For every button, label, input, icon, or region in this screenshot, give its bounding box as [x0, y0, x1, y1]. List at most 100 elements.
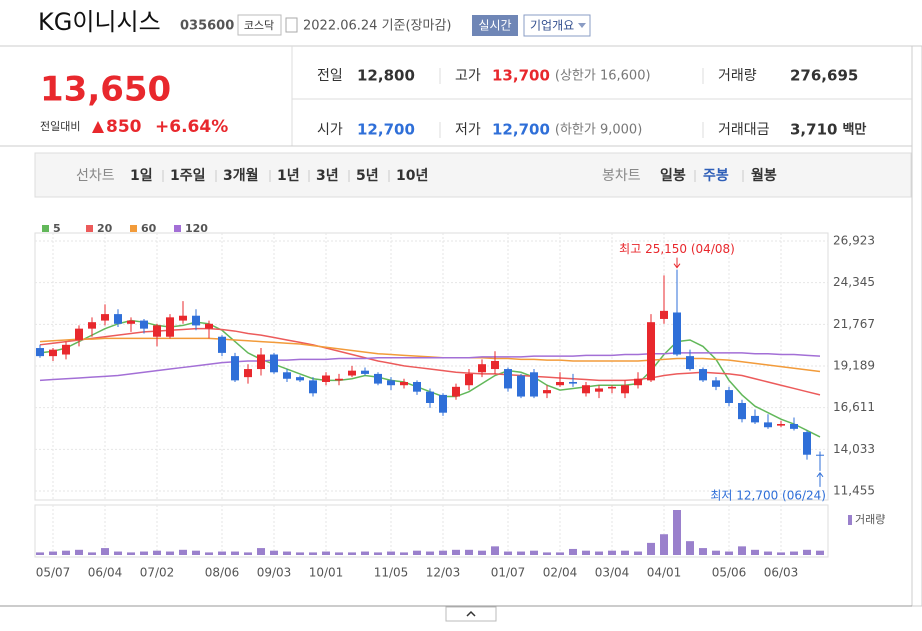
stock-name: KG이니시스	[38, 8, 161, 36]
quote-note: (하한가 9,000)	[555, 123, 642, 138]
volume-bar	[699, 548, 707, 555]
legend-swatch	[86, 225, 93, 232]
candle-body	[816, 454, 824, 456]
volume-bar	[49, 551, 57, 555]
legend-label: 120	[185, 222, 208, 235]
candle-body	[75, 328, 83, 340]
range-tab[interactable]: 1년	[277, 168, 300, 184]
volume-bar	[751, 549, 759, 555]
volume-bar	[62, 550, 70, 555]
range-tab[interactable]: 1일	[130, 168, 153, 184]
realtime-label[interactable]: 실시간	[478, 19, 511, 33]
collapse-button[interactable]	[445, 606, 497, 622]
candle-chart-label: 봉차트	[602, 168, 641, 184]
range-tab[interactable]: 1주일	[170, 168, 206, 184]
x-tick-label: 04/01	[647, 566, 682, 580]
volume-bar	[543, 552, 551, 555]
volume-bar	[621, 550, 629, 555]
x-tick-label: 02/04	[543, 566, 578, 580]
candle-body	[491, 360, 499, 370]
x-tick-label: 10/01	[309, 566, 344, 580]
candle-body	[101, 314, 109, 321]
candle-body	[361, 370, 369, 374]
volume-bar	[101, 548, 109, 555]
candle-body	[621, 385, 629, 394]
volume-bar	[816, 550, 824, 555]
overview-label[interactable]: 기업개요	[530, 19, 574, 33]
candle-body	[192, 315, 200, 326]
period-tab[interactable]: 일봉	[660, 168, 686, 184]
collapse-icon[interactable]	[466, 610, 476, 617]
volume-bar	[582, 550, 590, 555]
y-tick-label: 24,345	[833, 275, 875, 289]
candle-body	[322, 375, 330, 382]
y-tick-label: 16,611	[833, 400, 875, 414]
volume-bar	[426, 551, 434, 555]
quote-label: 거래량	[718, 68, 757, 84]
x-tick-label: 03/04	[595, 566, 630, 580]
up-arrow	[92, 121, 104, 133]
legend-swatch	[42, 225, 49, 232]
calendar-icon	[285, 17, 298, 33]
candle-body	[348, 370, 356, 376]
candle-body	[712, 380, 720, 387]
volume-bar	[192, 550, 200, 555]
volume-bar	[335, 552, 343, 555]
market: 코스닥	[244, 19, 274, 32]
candle-body	[465, 373, 473, 386]
volume-bar	[166, 551, 174, 555]
candle-body	[166, 317, 174, 337]
candle-body	[673, 312, 681, 355]
x-tick-label: 07/02	[140, 566, 175, 580]
legend-swatch	[174, 225, 181, 232]
volume-bar	[556, 552, 564, 555]
volume-bar	[179, 549, 187, 555]
x-tick-label: 09/03	[257, 566, 292, 580]
volume-bar	[686, 541, 694, 555]
volume-bar	[218, 551, 226, 555]
legend-label: 60	[141, 222, 157, 235]
range-tab[interactable]: 3개월	[223, 167, 259, 184]
candle-body	[504, 369, 512, 389]
period-tab[interactable]: 월봉	[751, 167, 777, 184]
volume-bar	[530, 550, 538, 555]
candle-body	[764, 422, 772, 428]
overview-button[interactable]	[523, 14, 591, 37]
quote-label: 전일	[317, 68, 343, 84]
candle-body	[283, 372, 291, 379]
period-tab[interactable]: 주봉	[703, 168, 729, 184]
x-tick-label: 05/06	[712, 566, 747, 580]
candle-body	[647, 322, 655, 381]
volume-bar	[660, 534, 668, 555]
market-badge	[237, 14, 282, 36]
x-tick-label: 08/06	[205, 566, 240, 580]
candle-body	[153, 325, 161, 337]
volume-legend-swatch	[848, 515, 852, 525]
candle-body	[595, 388, 603, 392]
range-tab[interactable]: 3년	[316, 168, 339, 184]
candle-body	[179, 315, 187, 321]
volume-bar	[296, 552, 304, 555]
y-tick-label: 14,033	[833, 442, 875, 456]
quote-value: 13,700	[492, 67, 550, 85]
candle-body	[218, 336, 226, 353]
quote-value: 12,700	[357, 121, 415, 139]
candle-body	[49, 349, 57, 357]
volume-bar	[153, 550, 161, 555]
volume-bar	[452, 549, 460, 555]
candle-body	[140, 320, 148, 329]
volume-bar	[244, 552, 252, 555]
x-tick-label: 01/07	[491, 566, 526, 580]
realtime-button[interactable]	[472, 15, 518, 36]
quote-value: 12,700	[492, 121, 550, 139]
candle-body	[738, 402, 746, 420]
candle-body	[244, 369, 252, 378]
candle-body	[686, 356, 694, 370]
volume-bar	[803, 549, 811, 555]
quote-table: 전일 12,800 고가 13,700 (상한가 16,600) 거래량 276,695 시가…	[317, 67, 866, 139]
quote-value: 3,710	[790, 121, 837, 139]
side-scroll	[911, 45, 922, 607]
range-tab[interactable]: 5년	[356, 168, 379, 184]
range-tab[interactable]: 10년	[396, 168, 428, 184]
candle-body	[478, 364, 486, 373]
